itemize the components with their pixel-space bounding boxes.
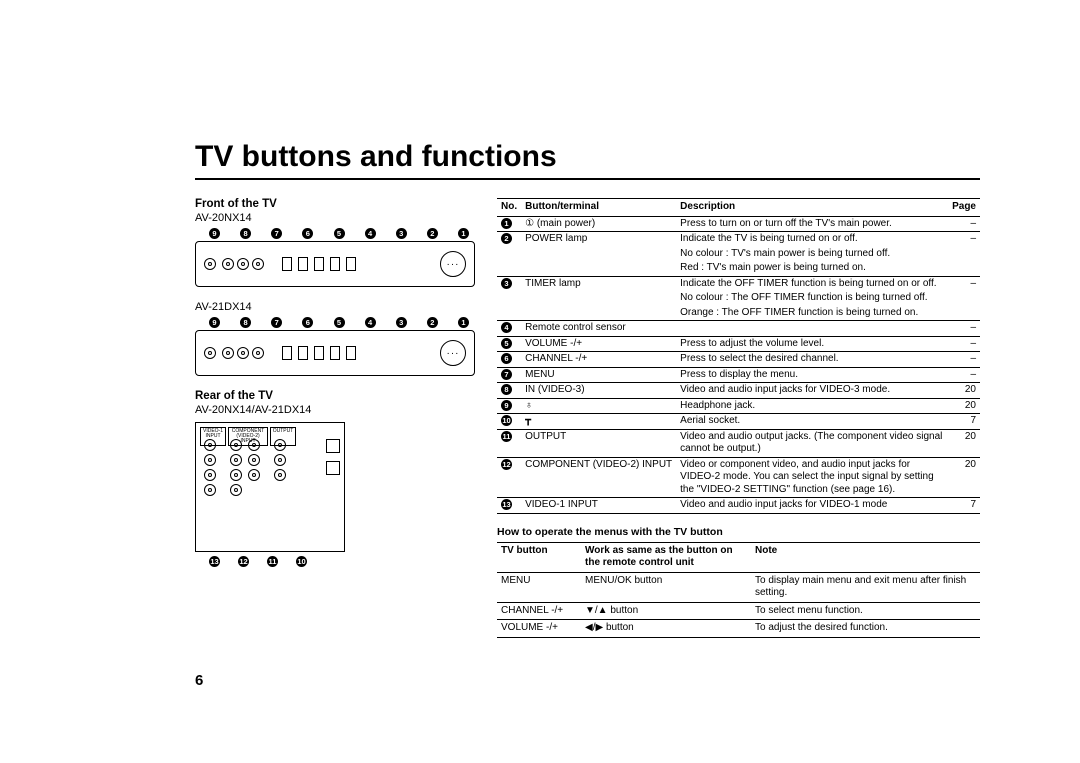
callout-num: 9 <box>209 317 220 328</box>
table-row: CHANNEL -/+▼/▲ buttonTo select menu func… <box>497 602 980 620</box>
rear-panel: VIDEO-1INPUT COMPONENT(VIDEO-2)INPUT OUT… <box>195 422 345 552</box>
model-1: AV-20NX14 <box>195 212 475 224</box>
callout-num: 3 <box>396 228 407 239</box>
callout-num: 13 <box>209 556 220 567</box>
th-note: Note <box>751 542 980 572</box>
rear-heading: Rear of the TV <box>195 390 475 402</box>
th-tvbutton: TV button <box>497 542 581 572</box>
table-row: 12COMPONENT (VIDEO-2) INPUTVideo or comp… <box>497 457 980 498</box>
table-row: MENUMENU/OK buttonTo display main menu a… <box>497 572 980 602</box>
left-column: Front of the TV AV-20NX14 9 8 7 6 5 4 3 … <box>195 198 475 638</box>
callout-num: 7 <box>271 317 282 328</box>
rear-callouts: 13 12 11 10 <box>195 556 475 567</box>
callout-num: 5 <box>334 228 345 239</box>
front-panel-1: 9 8 7 6 5 4 3 2 1 <box>195 228 475 287</box>
model-2: AV-21DX14 <box>195 301 475 313</box>
callout-num: 2 <box>427 228 438 239</box>
callout-num: 10 <box>296 556 307 567</box>
callout-num: 7 <box>271 228 282 239</box>
table-row: 5VOLUME -/+Press to adjust the volume le… <box>497 336 980 352</box>
table-row: No colour : TV's main power is being tur… <box>497 247 980 262</box>
front-heading: Front of the TV <box>195 198 475 210</box>
callout-num: 11 <box>267 556 278 567</box>
callout-num: 4 <box>365 228 376 239</box>
table-row: 1① (main power)Press to turn on or turn … <box>497 216 980 232</box>
th-work: Work as same as the button on the remote… <box>581 542 751 572</box>
howto-heading: How to operate the menus with the TV but… <box>497 526 980 538</box>
table-row: 10┳Aerial socket.7 <box>497 414 980 430</box>
th-desc: Description <box>676 199 948 217</box>
callout-num: 6 <box>302 228 313 239</box>
callout-num: 8 <box>240 317 251 328</box>
table-row: 3TIMER lampIndicate the OFF TIMER functi… <box>497 276 980 291</box>
table-row: 11OUTPUTVideo and audio output jacks. (T… <box>497 429 980 457</box>
callout-num: 6 <box>302 317 313 328</box>
callout-num: 5 <box>334 317 345 328</box>
callout-num: 12 <box>238 556 249 567</box>
page-number: 6 <box>195 672 203 689</box>
th-button: Button/terminal <box>521 199 676 217</box>
table-row: Orange : The OFF TIMER function is being… <box>497 306 980 321</box>
table-row: 8IN (VIDEO-3)Video and audio input jacks… <box>497 383 980 399</box>
table-row: 2POWER lampIndicate the TV is being turn… <box>497 232 980 247</box>
table-row: 13VIDEO-1 INPUTVideo and audio input jac… <box>497 498 980 514</box>
table-row: 4Remote control sensor– <box>497 321 980 337</box>
callout-num: 9 <box>209 228 220 239</box>
callout-num: 8 <box>240 228 251 239</box>
table-row: 9♁Headphone jack.20 <box>497 398 980 414</box>
callout-num: 1 <box>458 228 469 239</box>
table-row: 7MENUPress to display the menu.– <box>497 367 980 383</box>
buttons-table: No. Button/terminal Description Page 1① … <box>497 198 980 514</box>
callout-num: 3 <box>396 317 407 328</box>
callout-num: 4 <box>365 317 376 328</box>
table-row: 6CHANNEL -/+Press to select the desired … <box>497 352 980 368</box>
table-row: No colour : The OFF TIMER function is be… <box>497 291 980 306</box>
th-page: Page <box>948 199 980 217</box>
callout-num: 2 <box>427 317 438 328</box>
table-row: VOLUME -/+◀/▶ buttonTo adjust the desire… <box>497 620 980 638</box>
callout-num: 1 <box>458 317 469 328</box>
rear-model: AV-20NX14/AV-21DX14 <box>195 404 475 416</box>
table-row: Red : TV's main power is being turned on… <box>497 261 980 276</box>
operate-table: TV button Work as same as the button on … <box>497 542 980 638</box>
page-title: TV buttons and functions <box>195 140 980 180</box>
right-column: No. Button/terminal Description Page 1① … <box>497 198 980 638</box>
th-no: No. <box>497 199 521 217</box>
front-panel-2: 9 8 7 6 5 4 3 2 1 <box>195 317 475 376</box>
